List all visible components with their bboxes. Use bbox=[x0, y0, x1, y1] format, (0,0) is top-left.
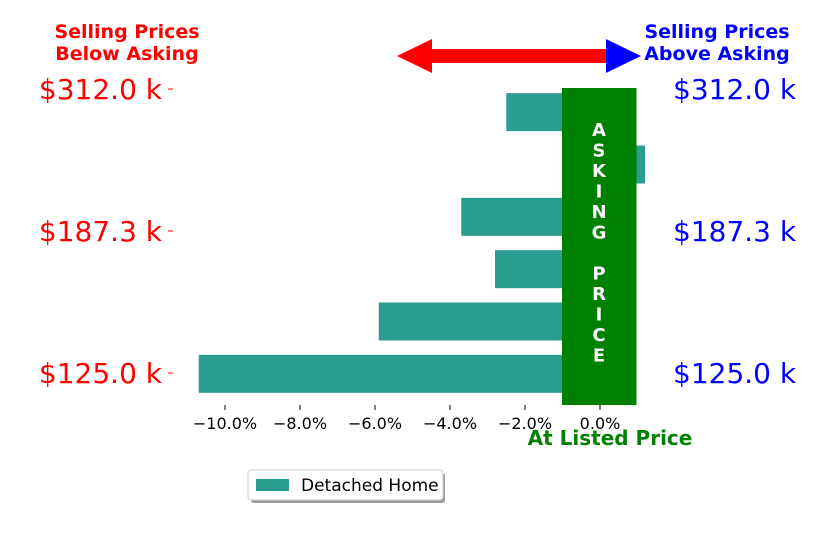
arrow-left-head bbox=[397, 39, 432, 73]
bar-6 bbox=[198, 354, 600, 393]
asking-letter-2: S bbox=[593, 141, 606, 162]
asking-letter-8: P bbox=[592, 264, 605, 285]
x-tick-label-3: −6.0% bbox=[348, 414, 402, 433]
x-tick-label-5: −2.0% bbox=[498, 414, 552, 433]
legend: Detached Home bbox=[247, 469, 445, 503]
asking-letter-6: G bbox=[592, 223, 607, 244]
asking-price-band bbox=[562, 88, 637, 405]
right-price-label-mid: $187.3 k bbox=[673, 215, 797, 248]
direction-arrow bbox=[397, 39, 641, 73]
at-listed-price-label: At Listed Price bbox=[528, 426, 693, 450]
arrow-right-head bbox=[606, 39, 641, 73]
x-axis: −10.0% −8.0% −6.0% −4.0% −2.0% 0.0% bbox=[193, 405, 620, 433]
right-price-label-bottom: $125.0 k bbox=[673, 357, 797, 390]
right-price-label-top: $312.0 k bbox=[673, 73, 797, 106]
asking-letter-1: A bbox=[592, 120, 606, 141]
above-asking-title-line2: Above Asking bbox=[644, 43, 790, 65]
left-price-label-bottom: $125.0 k bbox=[39, 357, 163, 390]
legend-label: Detached Home bbox=[301, 476, 439, 496]
asking-letter-11: C bbox=[592, 325, 605, 346]
x-tick-label-4: −4.0% bbox=[423, 414, 477, 433]
arrow-shaft-red bbox=[428, 49, 608, 63]
asking-letter-4: I bbox=[596, 182, 603, 203]
x-tick-label-2: −8.0% bbox=[273, 414, 327, 433]
legend-swatch bbox=[256, 479, 289, 491]
asking-letter-10: I bbox=[596, 305, 603, 326]
below-asking-title-line1: Selling Prices bbox=[54, 21, 199, 43]
asking-letter-3: K bbox=[592, 161, 607, 182]
x-tick-label-6: 0.0% bbox=[580, 414, 621, 433]
x-tick-label-1: −10.0% bbox=[193, 414, 257, 433]
asking-letter-9: R bbox=[592, 284, 606, 305]
left-price-label-top: $312.0 k bbox=[39, 73, 163, 106]
asking-letter-5: N bbox=[591, 202, 606, 223]
asking-letter-12: E bbox=[593, 346, 605, 367]
below-asking-title-line2: Below Asking bbox=[55, 43, 198, 65]
legend-box bbox=[247, 469, 444, 501]
left-price-label-mid: $187.3 k bbox=[39, 215, 163, 248]
above-asking-title-line1: Selling Prices bbox=[644, 21, 789, 43]
